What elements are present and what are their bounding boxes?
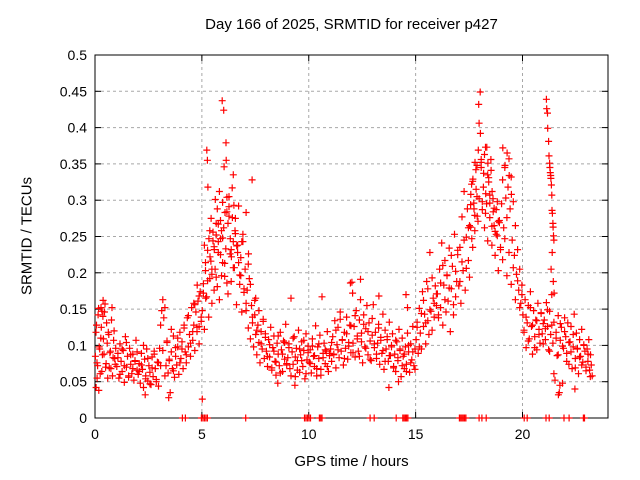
y-tick-label: 0 — [79, 410, 87, 426]
data-points-srmtid — [91, 88, 596, 422]
y-tick-label: 0.2 — [68, 265, 88, 281]
y-tick-label: 0.3 — [68, 192, 88, 208]
x-tick-label: 20 — [515, 426, 531, 442]
y-tick-label: 0.05 — [60, 374, 87, 390]
y-tick-label: 0.4 — [68, 120, 88, 136]
y-tick-label: 0.45 — [60, 83, 87, 99]
y-tick-label: 0.25 — [60, 229, 87, 245]
plot-border — [94, 54, 609, 419]
x-axis-label: GPS time / hours — [294, 453, 409, 470]
x-tick-label: 15 — [408, 426, 424, 442]
x-tick-label: 0 — [91, 426, 99, 442]
y-tick-label: 0.1 — [68, 337, 88, 353]
x-tick-label: 10 — [301, 426, 317, 442]
chart-title: Day 166 of 2025, SRMTID for receiver p42… — [205, 16, 498, 33]
y-tick-label: 0.15 — [60, 301, 87, 317]
y-tick-label: 0.5 — [68, 47, 88, 63]
y-tick-label: 0.35 — [60, 156, 87, 172]
x-tick-label: 5 — [198, 426, 206, 442]
